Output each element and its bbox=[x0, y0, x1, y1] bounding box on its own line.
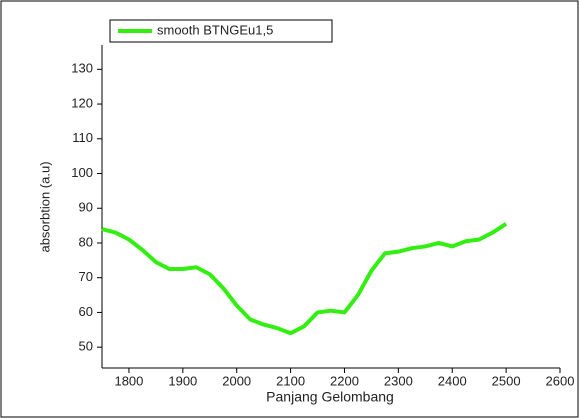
x-tick-label: 1800 bbox=[114, 373, 143, 388]
x-axis-label: Panjang Gelombang bbox=[266, 389, 394, 405]
x-tick-label: 2300 bbox=[384, 373, 413, 388]
legend-box bbox=[109, 19, 333, 43]
y-tick-label: 90 bbox=[79, 200, 93, 215]
x-tick-label: 2200 bbox=[330, 373, 359, 388]
y-tick-label: 130 bbox=[71, 61, 93, 76]
y-tick-label: 110 bbox=[72, 130, 93, 145]
y-tick-label: 60 bbox=[79, 304, 93, 319]
x-tick-label: 2600 bbox=[546, 373, 575, 388]
y-tick-label: 80 bbox=[79, 234, 93, 249]
y-tick-label: 70 bbox=[79, 269, 93, 284]
y-tick-label: 120 bbox=[71, 95, 93, 110]
data-line bbox=[101, 222, 508, 336]
x-tick-label: 1900 bbox=[168, 373, 197, 388]
x-tick-label: 2000 bbox=[222, 373, 251, 388]
y-tick-label: 100 bbox=[71, 165, 93, 180]
legend-label: smooth BTNGEu1,5 bbox=[157, 22, 273, 37]
y-tick-label: 50 bbox=[79, 339, 93, 354]
x-tick-label: 2400 bbox=[438, 373, 467, 388]
y-axis-label: absorbtion (a.u) bbox=[37, 161, 52, 252]
x-tick-label: 2100 bbox=[276, 373, 305, 388]
x-tick-label: 2500 bbox=[492, 373, 521, 388]
